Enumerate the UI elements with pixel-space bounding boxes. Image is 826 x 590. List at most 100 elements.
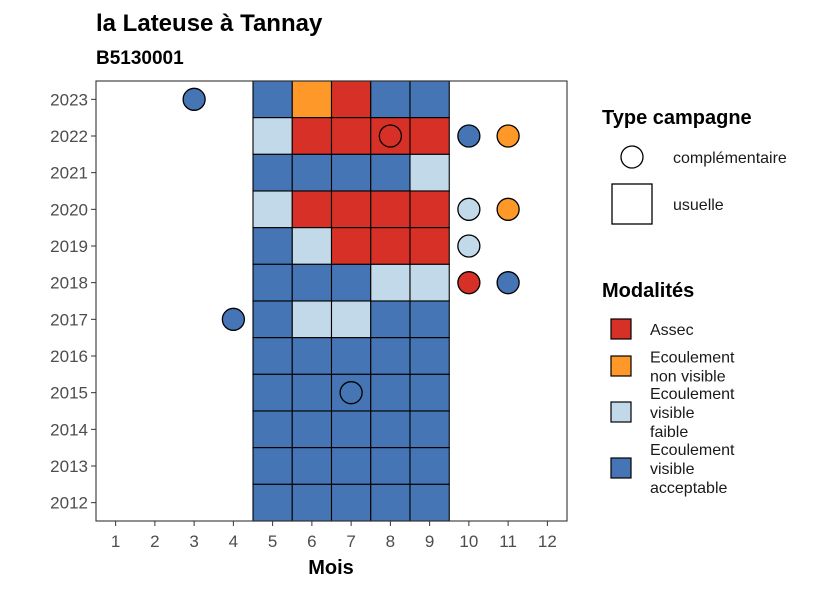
usuelle-tile-2022-6 <box>291 117 333 155</box>
x-tick-label-7: 7 <box>346 532 355 551</box>
legend-label-Ecoulement visible faible-1: visible <box>650 405 695 422</box>
usuelle-tile-2022-7 <box>330 117 372 155</box>
usuelle-tile-2015-9 <box>409 373 450 412</box>
usuelle-tile-2012-7 <box>330 483 372 522</box>
y-tick-label-2013: 2013 <box>50 457 88 476</box>
usuelle-tile-2018-8 <box>370 263 411 302</box>
y-tick-label-2021: 2021 <box>50 164 88 183</box>
chart-title: la Lateuse à Tannay <box>96 10 323 37</box>
usuelle-tile-2019-7 <box>330 227 372 265</box>
y-tick-label-2023: 2023 <box>50 90 88 109</box>
usuelle-tile-2019-5 <box>252 227 293 265</box>
usuelle-tile-2019-8 <box>370 227 411 265</box>
usuelle-tile-2014-5 <box>252 410 293 449</box>
x-tick-label-4: 4 <box>229 532 238 551</box>
usuelle-tile-2015-5 <box>252 373 293 412</box>
usuelle-tile-2018-5 <box>252 263 293 302</box>
complementaire-point-2015-7 <box>339 381 363 405</box>
y-tick-label-2019: 2019 <box>50 237 88 256</box>
legend-type-title: Type campagne <box>602 107 752 129</box>
legend-swatch-Ecoulement visible acceptable <box>610 457 632 479</box>
legend-label-usuelle: usuelle <box>673 197 724 214</box>
usuelle-tile-2012-6 <box>291 483 333 522</box>
usuelle-tile-2015-6 <box>291 373 333 412</box>
x-tick-label-12: 12 <box>538 532 557 551</box>
usuelle-tile-2020-5 <box>252 190 293 229</box>
usuelle-tile-2014-6 <box>291 410 333 449</box>
y-tick-label-2020: 2020 <box>50 200 88 219</box>
usuelle-tile-2012-8 <box>370 483 411 522</box>
usuelle-tile-2021-7 <box>330 153 372 192</box>
usuelle-tile-2018-6 <box>291 263 333 302</box>
complementaire-point-2018-11 <box>496 271 520 295</box>
plot-border <box>95 80 568 522</box>
y-tick-label-2018: 2018 <box>50 274 88 293</box>
x-tick-label-6: 6 <box>307 532 316 551</box>
x-tick-label-10: 10 <box>459 532 478 551</box>
legend-label-Ecoulement visible acceptable-1: visible <box>650 461 695 478</box>
usuelle-tile-2017-7 <box>330 300 372 339</box>
legend-label-Ecoulement visible acceptable-2: acceptable <box>650 480 727 497</box>
x-tick-label-1: 1 <box>111 532 120 551</box>
y-tick-label-2014: 2014 <box>50 420 88 439</box>
usuelle-tile-2016-9 <box>409 337 450 375</box>
usuelle-tile-2020-9 <box>409 190 450 229</box>
usuelle-tile-2013-7 <box>330 447 372 485</box>
x-tick-label-2: 2 <box>150 532 159 551</box>
y-tick-label-2016: 2016 <box>50 347 88 366</box>
usuelle-tile-2016-5 <box>252 337 293 375</box>
x-tick-label-11: 11 <box>499 532 517 551</box>
usuelle-tile-2021-6 <box>291 153 333 192</box>
x-tick-label-9: 9 <box>425 532 434 551</box>
complementaire-point-2023-3 <box>182 87 206 111</box>
usuelle-tile-2020-7 <box>330 190 372 229</box>
usuelle-tile-2013-9 <box>409 447 450 485</box>
legend-swatch-Assec <box>610 318 632 340</box>
usuelle-tile-2020-6 <box>291 190 333 229</box>
usuelle-tile-2016-6 <box>291 337 333 375</box>
usuelle-tile-2016-8 <box>370 337 411 375</box>
legend: Type campagne complémentaire usuelle Modali… <box>602 107 787 497</box>
usuelle-tile-2021-5 <box>252 153 293 192</box>
complementaire-point-2017-4 <box>221 307 246 331</box>
legend-label-Ecoulement non visible-1: non visible <box>650 369 726 386</box>
usuelle-tile-2023-8 <box>370 80 411 119</box>
y-tick-label-2022: 2022 <box>50 127 88 146</box>
legend-label-Ecoulement visible faible-2: faible <box>650 424 688 441</box>
x-tick-label-3: 3 <box>189 532 198 551</box>
usuelle-tile-2021-8 <box>370 153 411 192</box>
usuelle-tile-2014-7 <box>330 410 372 449</box>
usuelle-tile-2017-8 <box>370 300 411 339</box>
legend-swatch-Ecoulement non visible <box>610 355 632 377</box>
legend-label-Ecoulement visible acceptable-0: Ecoulement <box>650 442 735 459</box>
complementaire-point-2018-10 <box>457 271 481 295</box>
usuelle-tile-2013-8 <box>370 447 411 485</box>
usuelle-tile-2012-5 <box>252 483 293 522</box>
usuelle-tile-2012-9 <box>409 483 450 522</box>
legend-swatch-Ecoulement visible faible <box>610 401 632 423</box>
usuelle-tile-2017-6 <box>291 300 333 339</box>
usuelle-tile-2023-5 <box>252 80 293 119</box>
y-tick-label-2017: 2017 <box>50 310 88 329</box>
x-tick-label-5: 5 <box>268 532 277 551</box>
usuelle-tile-2015-8 <box>370 373 411 412</box>
usuelle-tile-2016-7 <box>330 337 372 375</box>
usuelle-tile-2023-6 <box>291 80 333 119</box>
usuelle-tile-2018-7 <box>330 263 372 302</box>
legend-key-complémentaire <box>620 145 644 169</box>
chart-subtitle: B5130001 <box>96 48 184 69</box>
x-axis-title: Mois <box>308 557 354 579</box>
usuelle-tile-2014-8 <box>370 410 411 449</box>
complementaire-point-2022-8 <box>378 124 403 148</box>
usuelle-tile-2019-6 <box>291 227 333 265</box>
usuelle-tile-2017-5 <box>252 300 293 339</box>
complementaire-point-2020-10 <box>457 197 481 221</box>
complementaire-point-2022-11 <box>496 124 520 148</box>
usuelle-tile-2017-9 <box>409 300 450 339</box>
x-tick-label-8: 8 <box>386 532 395 551</box>
usuelle-tile-2023-9 <box>409 80 450 119</box>
complementaire-point-2019-10 <box>457 234 481 258</box>
usuelle-tile-2013-5 <box>252 447 293 485</box>
y-tick-label-2015: 2015 <box>50 384 88 403</box>
